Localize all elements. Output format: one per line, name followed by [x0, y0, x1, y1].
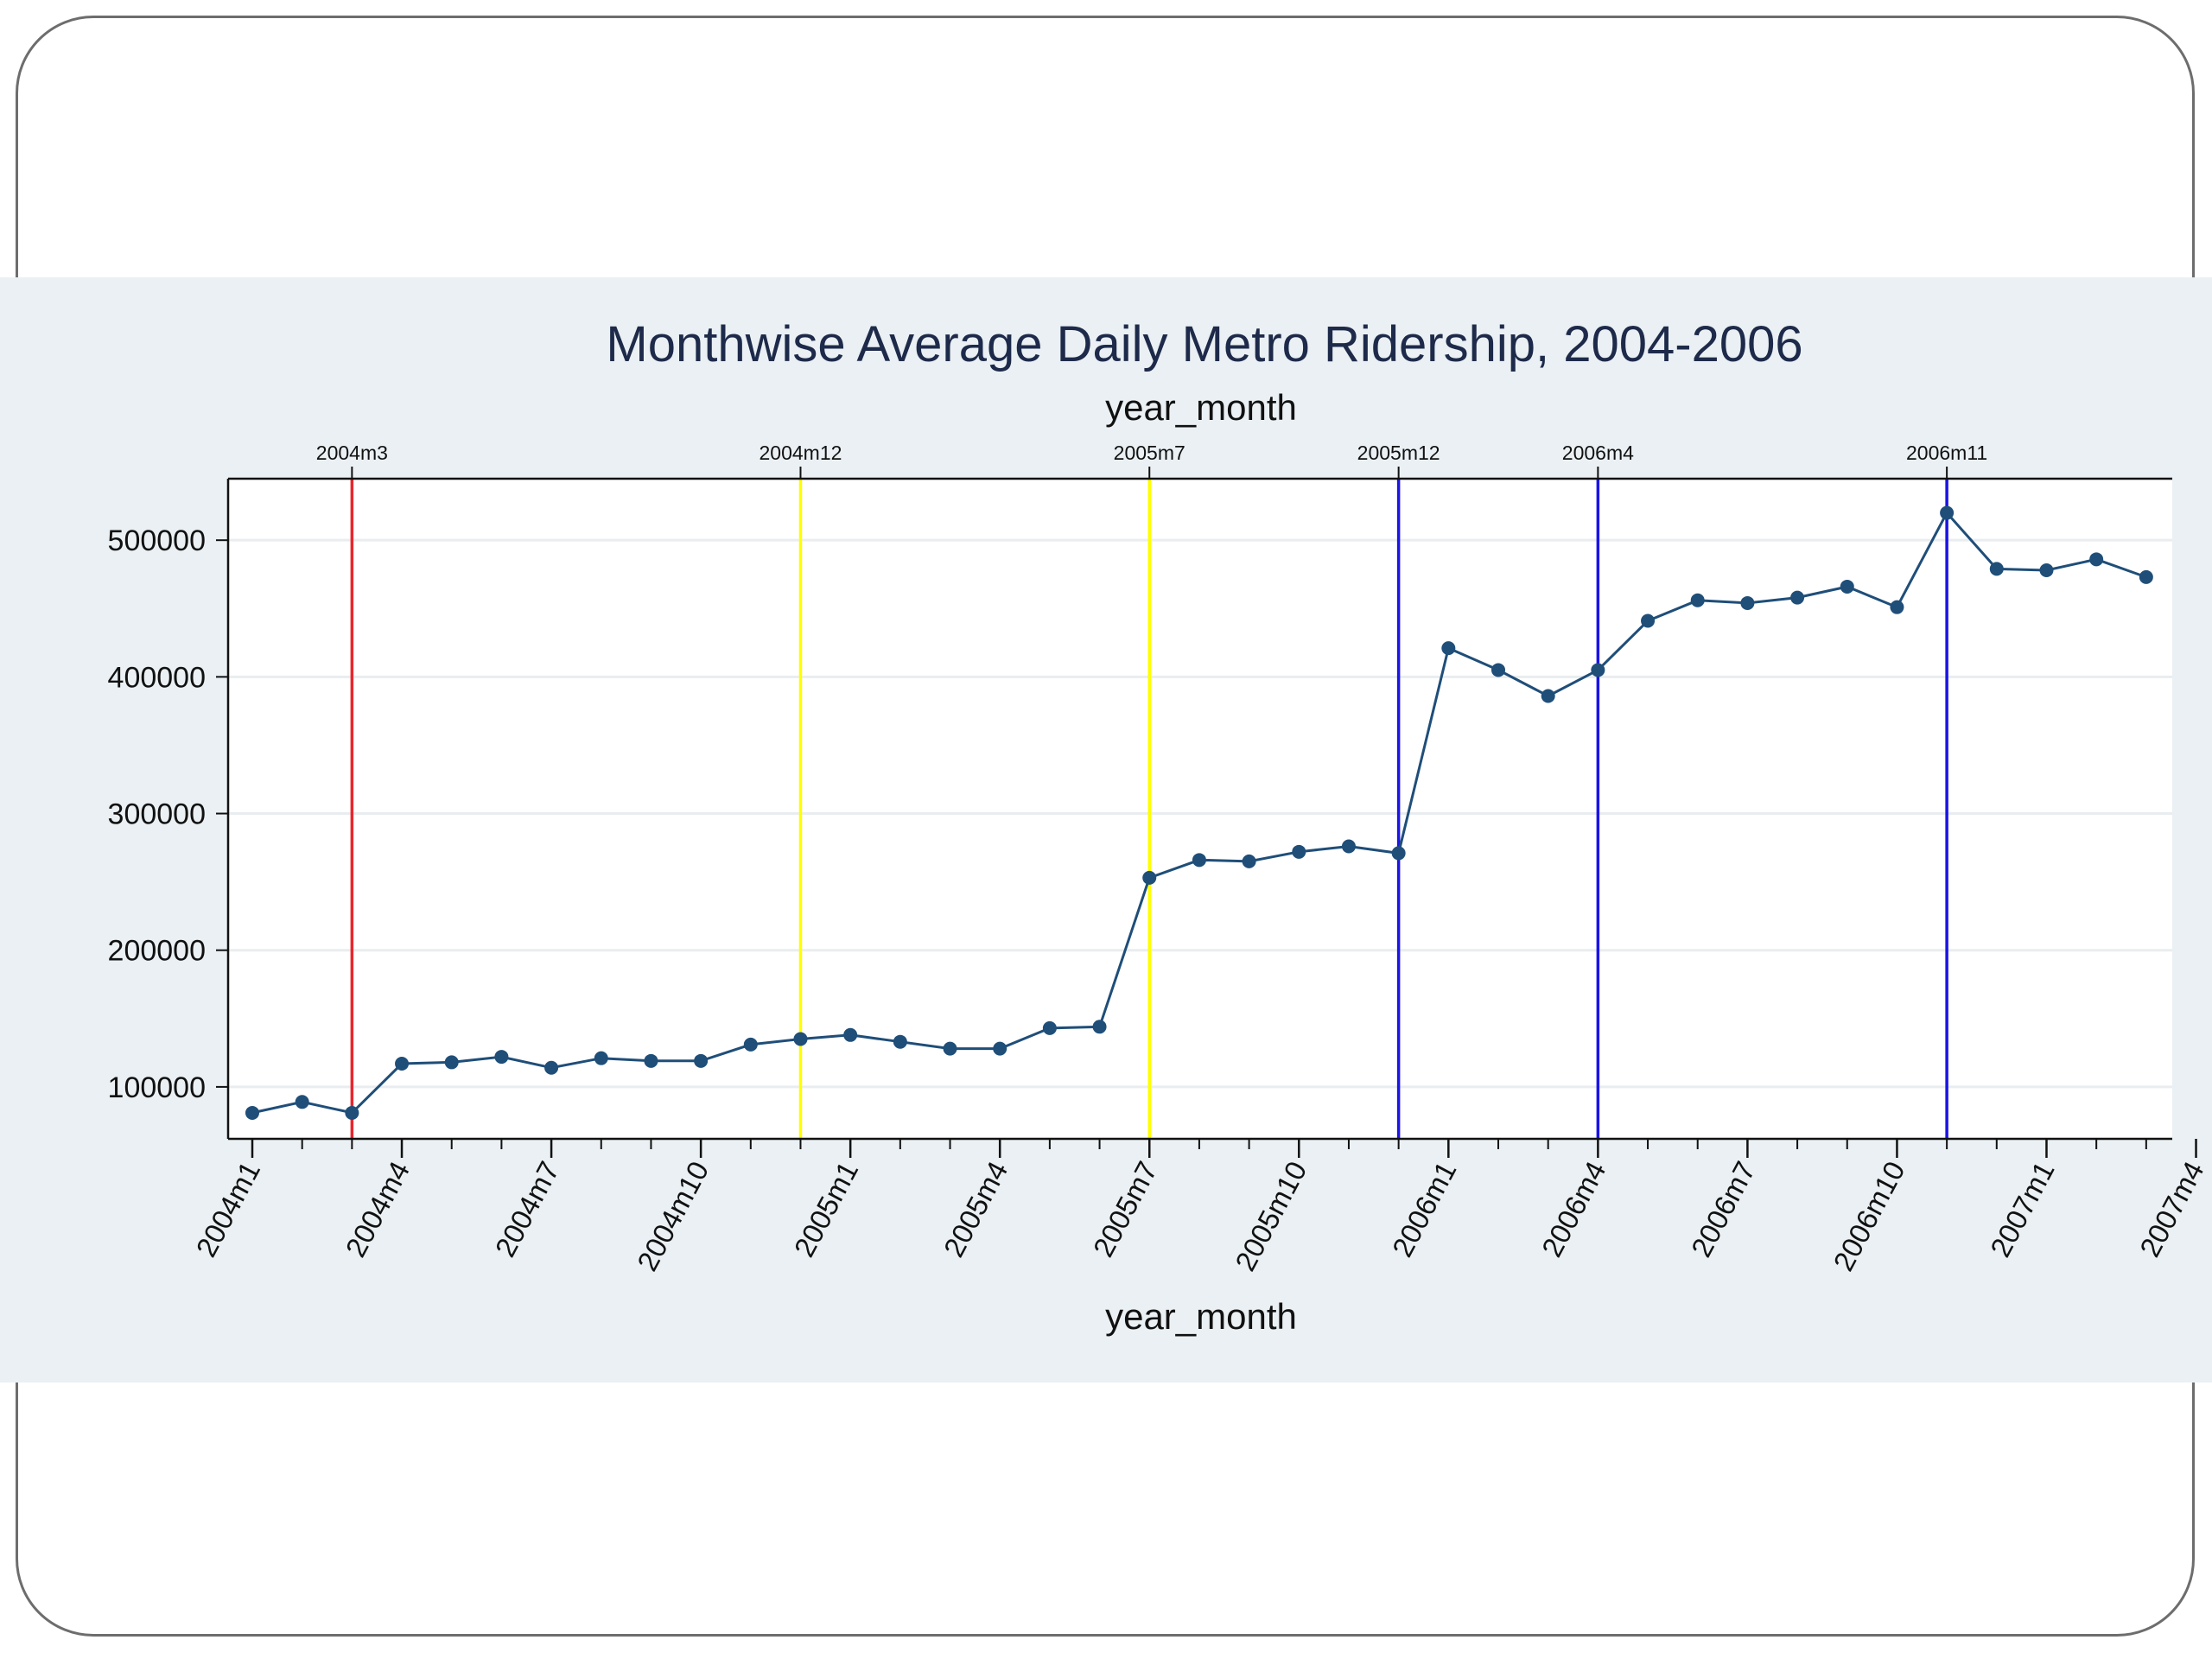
- data-point-2004m1: [245, 1105, 259, 1120]
- data-point-2005m7: [1142, 870, 1157, 885]
- data-point-2004m7: [544, 1060, 559, 1075]
- x-axis-tick-label-1: 2004m4: [340, 1156, 416, 1262]
- data-point-2004m5: [444, 1055, 459, 1070]
- x-axis-tick-label-3: 2004m10: [631, 1156, 715, 1276]
- data-point-2004m3: [345, 1105, 359, 1120]
- y-axis-tick-label-2: 300000: [108, 798, 206, 831]
- x-axis-label: year_month: [1105, 1296, 1297, 1337]
- data-point-2004m11: [743, 1037, 758, 1052]
- data-point-2005m1: [843, 1027, 858, 1042]
- x-axis-tick-label-0: 2004m1: [190, 1156, 267, 1262]
- data-point-2005m10: [1292, 844, 1306, 859]
- y-axis-tick-label-0: 100000: [108, 1071, 206, 1104]
- data-point-2007m1: [2039, 563, 2054, 577]
- x-axis-tick-label-11: 2006m10: [1827, 1156, 1910, 1276]
- data-point-2004m8: [594, 1051, 608, 1065]
- data-point-2006m11: [1940, 505, 1955, 520]
- data-point-2006m12: [1989, 562, 2004, 576]
- x-axis-tick-label-13: 2007m4: [2133, 1156, 2210, 1262]
- data-point-2004m12: [793, 1032, 808, 1046]
- x-axis-tick-label-6: 2005m7: [1087, 1156, 1164, 1262]
- x-axis-tick-label-10: 2006m7: [1685, 1156, 1762, 1262]
- data-point-2006m1: [1441, 641, 1456, 656]
- top-axis-tick-label-1: 2004m12: [760, 442, 842, 464]
- top-axis-tick-label-2: 2005m7: [1114, 442, 1185, 464]
- x-axis-tick-label-2: 2004m7: [489, 1156, 566, 1262]
- top-axis-label: year_month: [1105, 387, 1297, 428]
- data-point-2005m8: [1192, 853, 1206, 868]
- x-axis-tick-label-8: 2006m1: [1386, 1156, 1463, 1262]
- y-axis-tick-label-1: 200000: [108, 935, 206, 968]
- plot-area: [228, 479, 2172, 1139]
- data-point-2006m9: [1840, 579, 1854, 594]
- x-axis-tick-label-9: 2006m4: [1535, 1156, 1612, 1262]
- data-point-2005m4: [993, 1041, 1007, 1056]
- data-point-2005m6: [1092, 1020, 1107, 1034]
- top-axis-tick-label-5: 2006m11: [1906, 442, 1987, 464]
- top-axis-tick-label-3: 2005m12: [1357, 442, 1440, 464]
- plot-layer: 2004m3 2004m12 2005m7 2005m12 2006m4 2006m11 1…: [108, 442, 2210, 1276]
- data-point-2005m12: [1391, 846, 1406, 861]
- data-point-2004m6: [494, 1050, 509, 1065]
- data-point-2006m6: [1690, 593, 1705, 607]
- data-point-2005m2: [893, 1034, 907, 1049]
- data-point-2004m9: [644, 1053, 658, 1068]
- data-point-2005m11: [1341, 839, 1356, 854]
- data-point-2005m3: [943, 1041, 957, 1056]
- top-axis-tick-label-0: 2004m3: [316, 442, 388, 464]
- data-point-2006m10: [1890, 600, 1904, 614]
- x-axis-tick-label-4: 2005m1: [788, 1156, 865, 1262]
- data-point-2005m9: [1242, 854, 1256, 868]
- data-point-2006m5: [1641, 613, 1656, 628]
- top-axis-tick-label-4: 2006m4: [1562, 442, 1634, 464]
- x-axis-tick-label-12: 2007m1: [1984, 1156, 2061, 1262]
- data-point-2006m7: [1740, 595, 1755, 610]
- y-axis-tick-label-3: 400000: [108, 661, 206, 694]
- data-point-2007m2: [2089, 552, 2104, 567]
- data-point-2004m10: [694, 1053, 709, 1068]
- y-axis-tick-label-4: 500000: [108, 524, 206, 557]
- data-point-2006m3: [1541, 689, 1555, 703]
- x-axis-tick-label-7: 2005m10: [1229, 1156, 1313, 1276]
- data-point-2006m8: [1790, 590, 1805, 605]
- data-point-2006m2: [1491, 663, 1505, 677]
- data-point-2004m2: [295, 1095, 309, 1109]
- data-point-2007m3: [2139, 569, 2153, 584]
- data-point-2005m5: [1042, 1020, 1057, 1035]
- data-point-2004m4: [395, 1057, 410, 1071]
- x-axis-tick-label-5: 2005m4: [938, 1156, 1014, 1262]
- data-point-2006m4: [1591, 663, 1605, 677]
- chart-title: Monthwise Average Daily Metro Ridership,…: [606, 316, 1802, 372]
